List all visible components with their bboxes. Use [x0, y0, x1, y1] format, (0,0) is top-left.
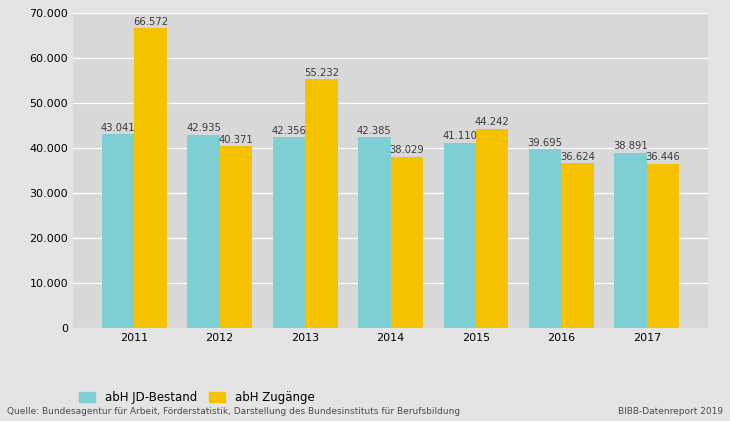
Text: 44.242: 44.242	[474, 117, 510, 127]
Text: 66.572: 66.572	[133, 16, 168, 27]
Text: 42.385: 42.385	[357, 125, 392, 136]
Bar	[476, 129, 508, 328]
Text: 40.371: 40.371	[218, 135, 253, 145]
Text: Quelle: Bundesagentur für Arbeit, Förderstatistik, Darstellung des Bundesinstitu: Quelle: Bundesagentur für Arbeit, Förder…	[7, 407, 461, 416]
Legend: abH JD-Bestand, abH Zugänge: abH JD-Bestand, abH Zugänge	[79, 391, 315, 404]
Bar	[358, 137, 391, 328]
Bar	[305, 79, 337, 328]
Text: 43.041: 43.041	[101, 123, 135, 133]
Text: 39.695: 39.695	[528, 138, 563, 148]
Text: 36.446: 36.446	[645, 152, 680, 163]
Text: 41.110: 41.110	[442, 131, 477, 141]
Text: 36.624: 36.624	[560, 152, 595, 162]
Text: 38.029: 38.029	[389, 145, 424, 155]
Text: 42.356: 42.356	[272, 126, 307, 136]
Text: 38.891: 38.891	[613, 141, 648, 152]
Bar	[273, 137, 305, 328]
Bar	[102, 134, 134, 328]
Bar	[188, 135, 220, 328]
Bar	[529, 149, 561, 328]
Text: BIBB-Datenreport 2019: BIBB-Datenreport 2019	[618, 407, 723, 416]
Bar	[615, 153, 647, 328]
Bar	[444, 143, 476, 328]
Bar	[647, 164, 679, 328]
Bar	[561, 163, 593, 328]
Bar	[391, 157, 423, 328]
Text: 42.935: 42.935	[186, 123, 221, 133]
Bar	[220, 146, 252, 328]
Bar	[134, 28, 166, 328]
Text: 55.232: 55.232	[304, 68, 339, 77]
